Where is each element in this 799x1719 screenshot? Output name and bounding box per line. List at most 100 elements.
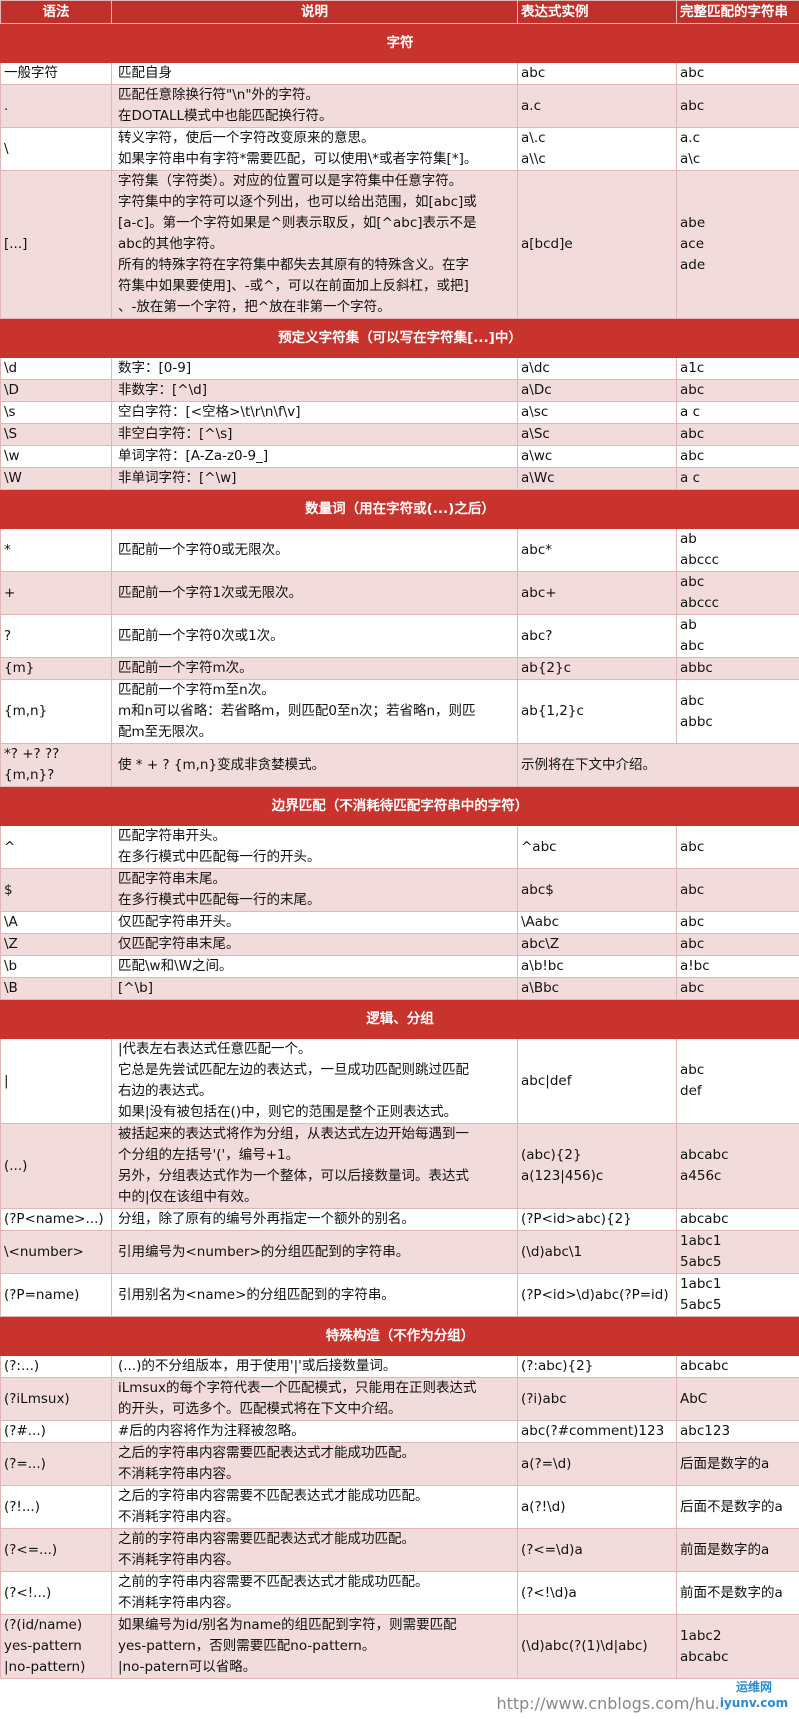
table-row: *? +? ?? {m,n}? 使 * + ? {m,n}变成非贪婪模式。 示例将在下… — [0, 743, 799, 787]
cell-line: 1abc1 — [680, 1233, 722, 1249]
cell-match: ab abc — [676, 614, 799, 658]
cell-match: abc — [676, 825, 799, 869]
cell-syntax: (...) — [0, 1123, 112, 1209]
cell-desc: 非空白字符：[^\s] — [111, 423, 518, 446]
cell-line: abcabc — [680, 1147, 729, 1163]
header-cell: 语法 — [0, 0, 112, 24]
section-title: 特殊构造（不作为分组） — [0, 1316, 799, 1356]
cell-line: abc — [680, 638, 705, 654]
table-row: \Z 仅匹配字符串末尾。 abc\Z abc — [0, 933, 799, 956]
cell-match: 1abc1 5abc5 — [676, 1273, 799, 1317]
cell-syntax: \d — [0, 357, 112, 380]
cell-line: 字符集（字符类）。对应的位置可以是字符集中任意字符。 — [118, 173, 463, 189]
cell-match: abc123 — [676, 1420, 799, 1443]
cell-example: a.c — [517, 84, 677, 128]
cell-example: (?:abc){2} — [517, 1355, 677, 1378]
table-row: (?P=name) 引用别名为<name>的分组匹配到的字符串。 (?P<id>\d… — [0, 1273, 799, 1317]
table-row: \s 空白字符：[<空格>\t\r\n\f\v] a\sc a c — [0, 401, 799, 424]
cell-syntax: \A — [0, 911, 112, 934]
cell-desc: 之前的字符串内容需要匹配表达式才能成功匹配。 不消耗字符串内容。 — [111, 1528, 518, 1572]
cell-syntax: $ — [0, 868, 112, 912]
table-row: \S 非空白字符：[^\s] a\Sc abc — [0, 423, 799, 446]
regex-table: 语法 说明 表达式实例 完整匹配的字符串 字符 一般字符 匹配自身 abc abc. 匹配… — [0, 0, 799, 1679]
cell-example: abc+ — [517, 571, 677, 615]
section-title: 边界匹配（不消耗待匹配字符串中的字符） — [0, 786, 799, 826]
cell-syntax: (?=...) — [0, 1442, 112, 1486]
section-row: 预定义字符集（可以写在字符集[...]中） — [0, 318, 799, 358]
cell-syntax: . — [0, 84, 112, 128]
cell-line: 不消耗字符串内容。 — [118, 1552, 240, 1568]
cell-desc: 分组，除了原有的编号外再指定一个额外的别名。 — [111, 1208, 518, 1231]
cell-match: abc abbc — [676, 679, 799, 744]
cell-desc: 引用别名为<name>的分组匹配到的字符串。 — [111, 1273, 518, 1317]
cell-match: 前面不是数字的a — [676, 1571, 799, 1615]
table-row: \B [^\b] a\Bbc abc — [0, 977, 799, 1000]
table-row: \W 非单词字符：[^\w] a\Wc a c — [0, 467, 799, 490]
cell-example: (?<!\d)a — [517, 1571, 677, 1615]
cell-desc: 使 * + ? {m,n}变成非贪婪模式。 — [111, 743, 518, 787]
cell-desc: 数字：[0-9] — [111, 357, 518, 380]
table-row: (?<!...) 之前的字符串内容需要不匹配表达式才能成功匹配。 不消耗字符串内容。… — [0, 1571, 799, 1615]
section-title: 逻辑、分组 — [0, 999, 799, 1039]
cell-desc: 匹配自身 — [111, 62, 518, 85]
cell-example: a\Dc — [517, 379, 677, 402]
cell-match: AbC — [676, 1377, 799, 1421]
cell-line: 被括起来的表达式将作为分组，从表达式左边开始每遇到一 — [118, 1126, 469, 1142]
cell-syntax: 一般字符 — [0, 62, 112, 85]
cell-line: abc — [680, 1062, 705, 1078]
cell-desc: 匹配字符串开头。 在多行模式中匹配每一行的开头。 — [111, 825, 518, 869]
table-row: (?#...) #后的内容将作为注释被忽略。 abc(?#comment)123 ab… — [0, 1420, 799, 1443]
cell-desc: 匹配前一个字符m次。 — [111, 657, 518, 680]
cell-line: 如果编号为id/别名为name的组匹配到字符，则需要匹配 — [118, 1617, 457, 1633]
table-row: (?<=...) 之前的字符串内容需要匹配表达式才能成功匹配。 不消耗字符串内容。(… — [0, 1528, 799, 1572]
cell-desc: 仅匹配字符串开头。 — [111, 911, 518, 934]
cell-desc: 字符集（字符类）。对应的位置可以是字符集中任意字符。 字符集中的字符可以逐个列出，… — [111, 170, 518, 319]
table-row: | |代表左右表达式任意匹配一个。 它总是先尝试匹配左边的表达式，一旦成功匹配则跳过… — [0, 1038, 799, 1124]
cell-match: abc — [676, 379, 799, 402]
cell-example: (?P<id>\d)abc(?P=id) — [517, 1273, 677, 1317]
cell-example: (?P<id>abc){2} — [517, 1208, 677, 1231]
cell-syntax: *? +? ?? {m,n}? — [0, 743, 112, 787]
cell-syntax: {m} — [0, 657, 112, 680]
table-row: (?P<name>...) 分组，除了原有的编号外再指定一个额外的别名。 (?P<i… — [0, 1208, 799, 1231]
table-row: + 匹配前一个字符1次或无限次。 abc+ abc abccc — [0, 571, 799, 615]
table-row: \d 数字：[0-9] a\dc a1c — [0, 357, 799, 380]
header-cell: 完整匹配的字符串 — [676, 0, 799, 24]
cell-line: ab — [680, 617, 697, 633]
cell-match: 前面是数字的a — [676, 1528, 799, 1572]
cell-example: ab{1,2}c — [517, 679, 677, 744]
cell-line: a(123|456)c — [521, 1168, 604, 1184]
table-row: \b 匹配\w和\W之间。 a\b!bc a!bc — [0, 955, 799, 978]
cell-example: a\b!bc — [517, 955, 677, 978]
cell-line: a456c — [680, 1168, 722, 1184]
logo-name: 运维网 — [735, 1680, 772, 1694]
cell-line: 匹配字符串开头。 — [118, 828, 226, 844]
cell-example: a\Sc — [517, 423, 677, 446]
cell-syntax: (?P<name>...) — [0, 1208, 112, 1231]
table-row: [...] 字符集（字符类）。对应的位置可以是字符集中任意字符。 字符集中的字符可以… — [0, 170, 799, 319]
table-row: (?:...) (...)的不分组版本，用于使用'|'或后接数量词。 (?:abc)… — [0, 1355, 799, 1378]
cell-line: 在DOTALL模式中也能匹配换行符。 — [118, 108, 333, 124]
cell-line: yes-pattern，否则需要匹配no-pattern。 — [118, 1638, 376, 1654]
cell-match: abcabc — [676, 1208, 799, 1231]
cell-example: a\Bbc — [517, 977, 677, 1000]
cell-syntax: \s — [0, 401, 112, 424]
cell-line: 5abc5 — [680, 1297, 722, 1313]
cell-syntax: (?<=...) — [0, 1528, 112, 1572]
section-title: 预定义字符集（可以写在字符集[...]中） — [0, 318, 799, 358]
cell-line: (?(id/name) — [4, 1617, 83, 1633]
watermark: http://www.cnblogs.com/huxi — [496, 1694, 729, 1713]
table-row: \ 转义字符，使后一个字符改变原来的意思。 如果字符串中有字符*需要匹配，可以使用\… — [0, 127, 799, 171]
cell-line: |no-patern可以省略。 — [118, 1659, 257, 1675]
cell-example: ab{2}c — [517, 657, 677, 680]
cell-desc: 匹配前一个字符m至n次。 m和n可以省略：若省略m，则匹配0至n次；若省略n，则匹… — [111, 679, 518, 744]
cell-line: ace — [680, 236, 705, 252]
cell-desc: 匹配任意除换行符"\n"外的字符。 在DOTALL模式中也能匹配换行符。 — [111, 84, 518, 128]
cell-example: abc\Z — [517, 933, 677, 956]
cell-syntax: ^ — [0, 825, 112, 869]
cell-example: a\sc — [517, 401, 677, 424]
cell-line: ab — [680, 531, 697, 547]
cell-line: m和n可以省略：若省略m，则匹配0至n次；若省略n，则匹 — [118, 703, 476, 719]
cell-match: 1abc2 abcabc — [676, 1614, 799, 1679]
cell-line: [a-c]。第一个字符如果是^则表示取反，如[^abc]表示不是 — [118, 215, 477, 231]
